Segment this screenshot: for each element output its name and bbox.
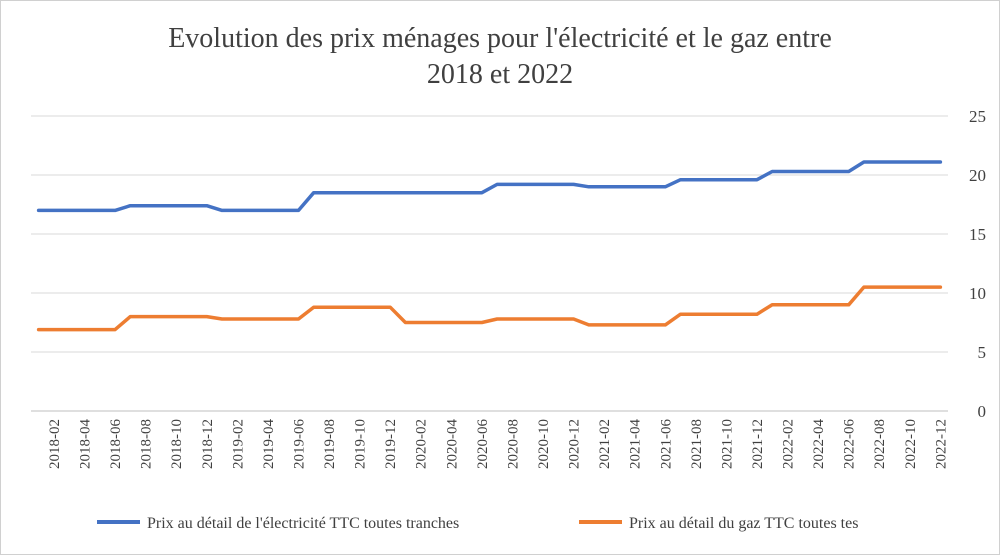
y-tick-label: 10 — [969, 284, 986, 303]
x-tick-label: 2021-12 — [750, 419, 766, 469]
x-tick-label: 2021-06 — [658, 419, 674, 469]
chart-title-line-2: 2018 et 2022 — [427, 59, 573, 90]
series-line-gaz — [36, 285, 943, 332]
y-tick-label: 0 — [978, 402, 987, 421]
legend-label-gaz: Prix au détail du gaz TTC toutes tes — [629, 515, 858, 532]
x-tick-label: 2019-04 — [261, 419, 277, 469]
legend: Prix au détail de l'électricité TTC tout… — [97, 515, 858, 532]
x-tick-label: 2018-04 — [77, 419, 93, 469]
y-tick-label: 25 — [969, 107, 986, 126]
x-tick-label: 2018-02 — [47, 419, 63, 469]
x-tick-label: 2020-10 — [536, 419, 552, 469]
x-tick-label: 2021-04 — [628, 419, 644, 469]
x-tick-label: 2018-08 — [139, 419, 155, 469]
x-tick-label: 2021-08 — [689, 419, 705, 469]
x-axis-ticks: 2018-02 2018-04 2018-06 2018-08 2018-10 2018-… — [47, 419, 949, 469]
x-tick-label: 2020-04 — [444, 419, 460, 469]
legend-label-electricite: Prix au détail de l'électricité TTC tout… — [147, 515, 459, 532]
x-tick-label: 2018-12 — [200, 419, 216, 469]
x-tick-label: 2020-12 — [567, 419, 583, 469]
x-tick-label: 2018-10 — [169, 419, 185, 469]
chart-title: Evolution des prix ménages pour l'électr… — [168, 23, 832, 90]
series-line-electricite — [36, 160, 943, 213]
series-lines — [36, 160, 943, 332]
y-axis-ticks: 0 5 10 15 20 25 — [969, 107, 986, 421]
x-tick-label: 2022-10 — [903, 419, 919, 469]
x-tick-label: 2019-06 — [291, 419, 307, 469]
chart-title-line-1: Evolution des prix ménages pour l'électr… — [168, 23, 832, 54]
x-tick-label: 2019-08 — [322, 419, 338, 469]
x-tick-label: 2020-02 — [414, 419, 430, 469]
x-tick-label: 2021-10 — [719, 419, 735, 469]
x-tick-label: 2019-12 — [383, 419, 399, 469]
y-tick-label: 5 — [978, 343, 987, 362]
x-tick-label: 2018-06 — [108, 419, 124, 469]
x-tick-label: 2019-10 — [353, 419, 369, 469]
x-tick-label: 2022-06 — [842, 419, 858, 469]
x-tick-label: 2022-08 — [872, 419, 888, 469]
x-tick-label: 2022-12 — [933, 419, 949, 469]
x-tick-label: 2019-02 — [230, 419, 246, 469]
x-tick-label: 2022-02 — [781, 419, 797, 469]
x-tick-label: 2020-06 — [475, 419, 491, 469]
x-tick-label: 2020-08 — [505, 419, 521, 469]
x-tick-label: 2022-04 — [811, 419, 827, 469]
y-tick-label: 15 — [969, 225, 986, 244]
x-tick-label: 2021-02 — [597, 419, 613, 469]
y-tick-label: 20 — [969, 166, 986, 185]
gridlines — [31, 115, 948, 412]
